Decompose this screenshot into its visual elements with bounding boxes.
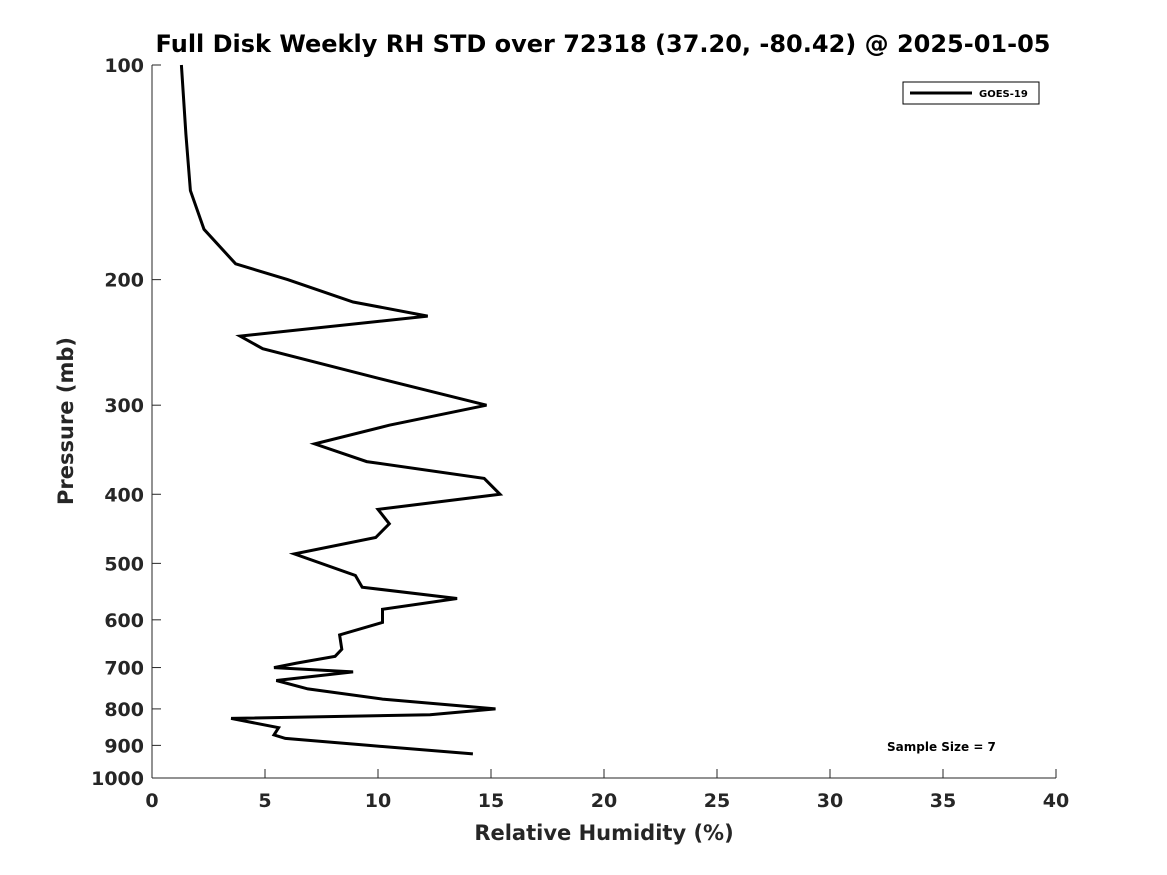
y-tick-label: 800 [104,699,144,721]
x-tick-label: 35 [930,790,956,812]
legend-label-goes-19: GOES-19 [979,89,1028,100]
y-tick-label: 300 [104,395,144,417]
y-tick-label: 400 [104,484,144,506]
y-tick-label: 1000 [91,768,144,790]
x-tick-label: 30 [817,790,843,812]
sample-size-annotation: Sample Size = 7 [887,740,996,754]
y-tick-label: 600 [104,610,144,632]
plot-area [152,65,1056,778]
y-ticks: 100 200 300 400 500 600 700 800 900 1000 [91,55,161,790]
x-tick-label: 40 [1043,790,1069,812]
x-tick-label: 0 [145,790,158,812]
x-tick-label: 25 [704,790,730,812]
y-tick-label: 200 [104,270,144,292]
y-tick-label: 900 [104,735,144,757]
y-axis-label: Pressure (mb) [54,337,78,505]
x-ticks: 0 5 10 15 20 25 30 35 40 [145,769,1069,812]
legend: GOES-19 [902,81,1040,105]
x-tick-label: 10 [365,790,391,812]
y-tick-label: 100 [104,55,144,77]
series-layer [179,64,504,756]
chart-title: Full Disk Weekly RH STD over 72318 (37.2… [156,30,1051,58]
series-line-goes-19 [179,64,504,756]
x-axis-label: Relative Humidity (%) [474,821,733,845]
y-tick-label: 500 [104,553,144,575]
x-tick-label: 20 [591,790,617,812]
x-tick-label: 15 [478,790,504,812]
y-tick-label: 700 [104,658,144,680]
x-tick-label: 5 [258,790,271,812]
